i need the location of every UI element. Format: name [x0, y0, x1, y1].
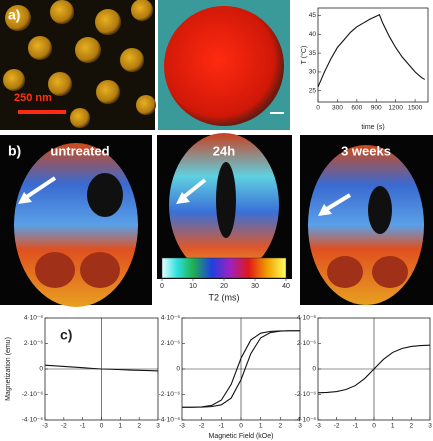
y-tick-label: 4·10⁻⁶: [24, 315, 43, 322]
y-tick-label: 0: [312, 366, 316, 373]
colorbar-tick-label: 30: [251, 283, 259, 290]
y-tick-label: -2·10⁻⁶: [159, 391, 181, 398]
mri-image: [300, 135, 433, 305]
x-tick-label: 1: [119, 423, 123, 430]
x-axis-label: Magnetic Field (kOe): [209, 433, 274, 440]
y-tick-label: -2·10⁻⁶: [295, 391, 317, 398]
y-tick-label: -4·10⁻⁶: [295, 417, 317, 424]
image-label: 24h: [213, 143, 235, 158]
panel-label: c): [60, 327, 72, 343]
tem-image: [0, 0, 156, 130]
y-tick-label: 25: [309, 87, 317, 94]
x-tick-label: 0: [100, 423, 104, 430]
y-tick-label: 2·10⁻⁶: [24, 340, 43, 347]
x-tick-label: 2: [279, 423, 283, 430]
colorbar-tick-label: 0: [160, 283, 164, 290]
data-line: [318, 15, 425, 87]
x-tick-label: -3: [315, 423, 321, 430]
y-tick-label: -4·10⁻⁶: [159, 417, 181, 424]
x-tick-label: -1: [218, 423, 224, 430]
y-tick-label: 30: [309, 69, 317, 76]
colorbar-label: T2 (ms): [209, 292, 240, 302]
x-tick-label: 3: [156, 423, 160, 430]
x-tick-label: -2: [334, 423, 340, 430]
x-tick-label: 0: [239, 423, 243, 430]
x-tick-label: 1500: [408, 105, 423, 112]
colorbar: [162, 258, 286, 278]
x-tick-label: 1200: [388, 105, 403, 112]
y-tick-label: 45: [309, 12, 317, 19]
mri-image: [0, 135, 152, 307]
x-tick-label: 600: [351, 105, 362, 112]
x-tick-label: 3: [428, 423, 432, 430]
x-tick-label: 3: [298, 423, 302, 430]
y-tick-label: 4·10⁻⁶: [297, 315, 316, 322]
x-tick-label: 300: [332, 105, 343, 112]
x-tick-label: 2: [410, 423, 414, 430]
y-axis-label: Magnetization (emu): [5, 337, 12, 401]
x-tick-label: -3: [42, 423, 48, 430]
scale-bar-label: 250 nm: [14, 92, 52, 104]
y-tick-label: 0: [176, 366, 180, 373]
x-tick-label: -2: [199, 423, 205, 430]
y-tick-label: 0: [39, 366, 43, 373]
panel-label: b): [8, 143, 21, 159]
x-tick-label: -2: [61, 423, 67, 430]
colorbar-tick-label: 10: [189, 283, 197, 290]
image-label: 3 weeks: [341, 143, 391, 158]
y-tick-label: 4·10⁻⁶: [161, 315, 180, 322]
x-tick-label: 900: [371, 105, 382, 112]
x-tick-label: 2: [137, 423, 141, 430]
x-tick-label: 0: [316, 105, 320, 112]
particle-image: [158, 0, 290, 130]
plot-frame: [318, 8, 428, 102]
x-tick-label: -3: [179, 423, 185, 430]
y-tick-label: 2·10⁻⁶: [161, 340, 180, 347]
x-tick-label: 1: [259, 423, 263, 430]
panel-label: a): [8, 7, 20, 23]
colorbar-tick-label: 40: [282, 283, 290, 290]
colorbar-tick-label: 20: [220, 283, 228, 290]
figure: 250 nm a) b) untreated 24h 3 weeks T2 (m…: [0, 0, 433, 441]
x-tick-label: 1: [391, 423, 395, 430]
y-tick-label: -2·10⁻⁶: [22, 391, 44, 398]
y-axis-label: T (°C): [300, 46, 308, 65]
y-tick-label: 2·10⁻⁶: [297, 340, 316, 347]
y-tick-label: -4·10⁻⁶: [22, 417, 44, 424]
y-tick-label: 35: [309, 50, 317, 57]
x-tick-label: -1: [352, 423, 358, 430]
x-tick-label: 0: [372, 423, 376, 430]
image-label: untreated: [50, 143, 109, 158]
x-tick-label: -1: [80, 423, 86, 430]
y-tick-label: 40: [309, 31, 317, 38]
x-axis-label: time (s): [361, 124, 384, 131]
